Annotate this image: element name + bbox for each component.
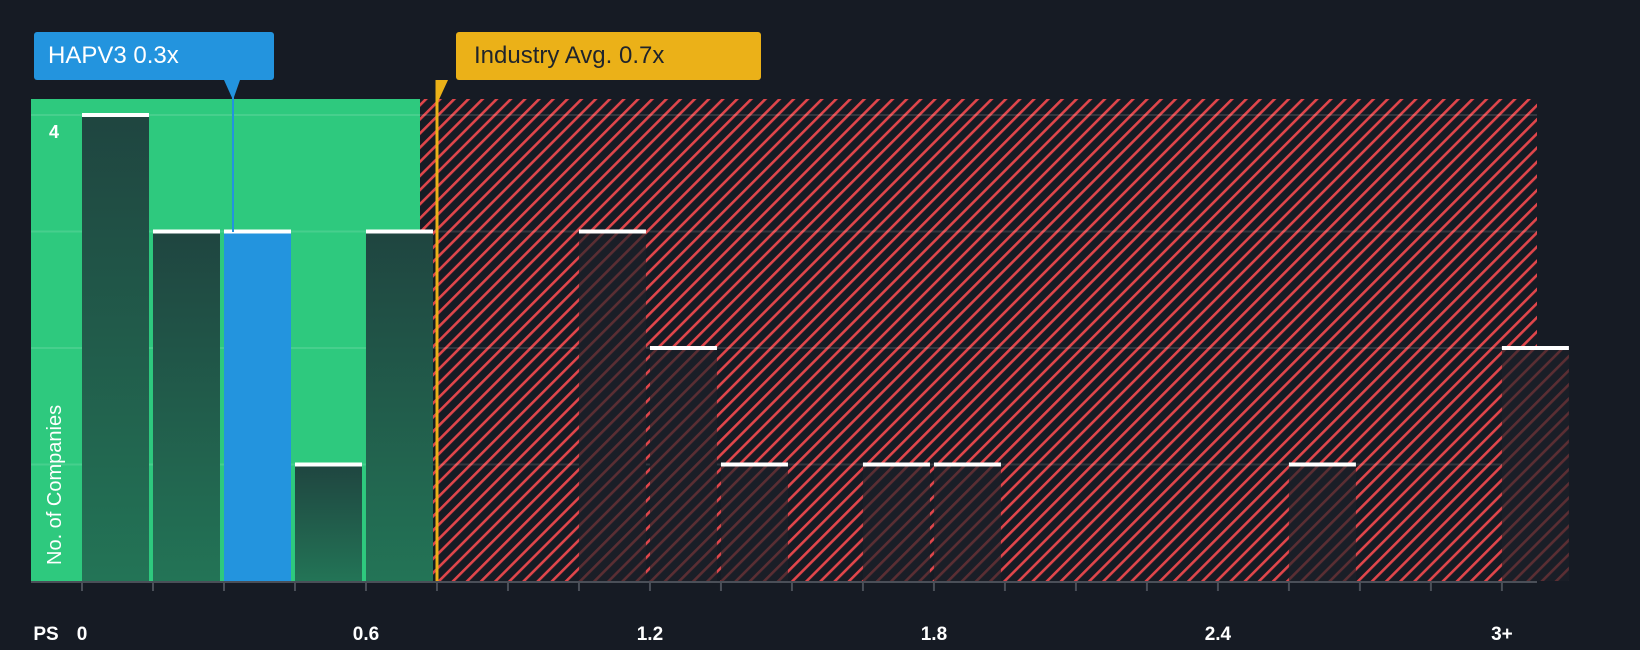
industry-callout-pointer (436, 80, 456, 106)
bar-top-line (933, 462, 1001, 467)
axis-labels: 0 0.6 1.2 1.8 2.4 3+ PS 4 No. of Companies (33, 122, 1512, 645)
company-callout: HAPV3 0.3x (34, 32, 274, 80)
bar (1501, 348, 1569, 581)
bar-top-line (578, 229, 646, 234)
y-tick-label: 4 (49, 122, 59, 142)
x-tick-label: 1.8 (921, 624, 947, 645)
bar-top-line (1288, 462, 1356, 467)
industry-avg-callout: Industry Avg. 0.7x (456, 32, 761, 80)
bar (933, 464, 1001, 581)
bar-top-line (152, 229, 220, 234)
company-callout-label: HAPV3 0.3x (48, 42, 179, 69)
bar (578, 231, 646, 581)
bar-top-line (649, 346, 717, 350)
bar (365, 231, 433, 581)
x-tick-label: 0 (77, 624, 88, 645)
bar (649, 348, 717, 581)
x-axis (31, 581, 1537, 591)
bar (152, 231, 220, 581)
bar (720, 464, 788, 581)
bar-top-line (720, 462, 788, 467)
bar-top-line (223, 229, 291, 234)
x-tick-label: 3+ (1491, 624, 1513, 645)
bar (294, 464, 362, 581)
bar-top-line (365, 229, 433, 234)
industry-avg-callout-label: Industry Avg. 0.7x (474, 42, 665, 69)
bar-top-line (82, 113, 149, 117)
marker-lines (224, 80, 456, 581)
x-axis-title: PS (33, 624, 58, 645)
bar-top-line (294, 462, 362, 467)
histogram-bars (82, 113, 1569, 581)
bar-top-line (862, 462, 930, 467)
bar-top-line (1501, 346, 1569, 350)
bar (862, 464, 930, 581)
y-axis-title: No. of Companies (44, 405, 66, 565)
x-tick-label: 1.2 (637, 624, 663, 645)
bar (1288, 464, 1356, 581)
bar (82, 115, 149, 581)
company-callout-pointer (224, 80, 240, 100)
x-tick-label: 2.4 (1205, 624, 1232, 645)
highlighted-bar (223, 231, 291, 581)
x-tick-label: 0.6 (353, 624, 379, 645)
